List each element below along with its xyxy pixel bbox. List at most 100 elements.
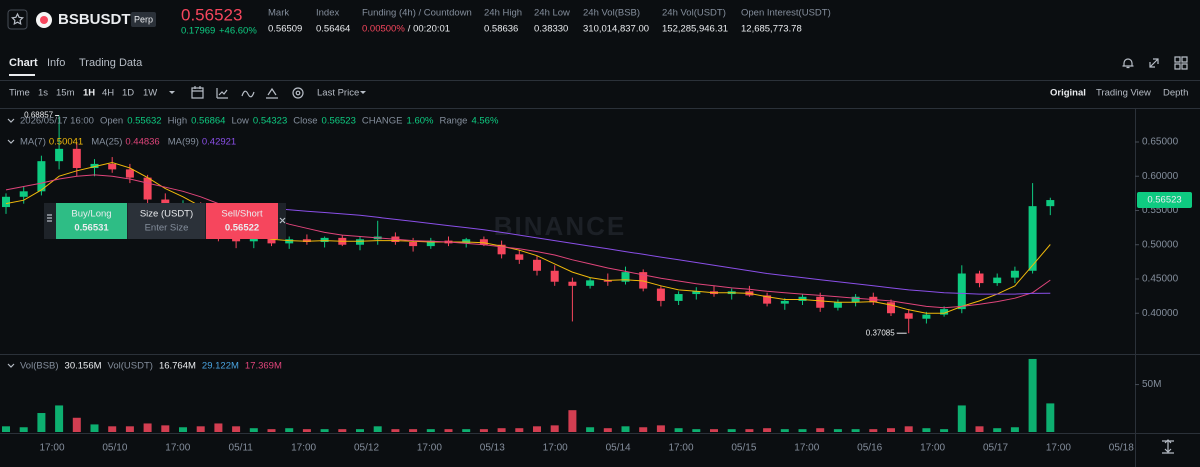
- interval[interactable]: 1s: [38, 88, 48, 99]
- tab-underline: [9, 74, 35, 76]
- legend-item: 0.54323: [253, 116, 287, 127]
- candle-body: [816, 296, 825, 308]
- volume-bar: [2, 426, 10, 432]
- size-label: Size (USDT): [140, 209, 193, 220]
- sell-button[interactable]: [206, 203, 278, 239]
- x-tick-label: 05/17: [983, 443, 1008, 454]
- candle-body: [125, 169, 134, 178]
- candle-body: [108, 163, 117, 170]
- view-option[interactable]: Trading View: [1096, 88, 1151, 99]
- symbol[interactable]: BSBUSDT: [58, 11, 131, 28]
- layout-icon[interactable]: [1174, 56, 1188, 70]
- legend-item: 0.44836: [125, 137, 159, 148]
- calendar-icon[interactable]: [191, 86, 204, 99]
- scale-icon[interactable]: [1162, 439, 1174, 454]
- price-type-dropdown[interactable]: [360, 91, 366, 94]
- candle-body: [409, 241, 418, 247]
- interval[interactable]: 4H: [102, 88, 114, 99]
- candle-body: [763, 295, 772, 304]
- volume-bar: [586, 427, 595, 432]
- size-input[interactable]: [128, 203, 205, 239]
- stat-value: 152,285,946.31: [662, 24, 728, 35]
- x-tick-label: 17:00: [668, 443, 693, 454]
- y-tick-label: 0.60000: [1142, 171, 1179, 182]
- stat-value: 0.58636: [484, 24, 518, 35]
- stat-label: 24h Vol(BSB): [583, 8, 640, 19]
- y-tick-label: 50M: [1142, 379, 1161, 390]
- interval[interactable]: 15m: [56, 88, 75, 99]
- tab[interactable]: Info: [47, 57, 65, 69]
- volume-bar: [72, 417, 81, 432]
- drawing-icon[interactable]: [241, 90, 255, 98]
- price-type[interactable]: Last Price: [317, 88, 359, 99]
- volume-bar: [338, 429, 347, 432]
- view-option[interactable]: Original: [1050, 88, 1086, 99]
- favorite-button[interactable]: [7, 9, 28, 30]
- candle-body: [90, 163, 99, 169]
- interval-dropdown[interactable]: [169, 91, 175, 94]
- settings-icon-core: [295, 90, 301, 96]
- volume-bar: [710, 429, 718, 432]
- legend-item: Vol(BSB): [20, 361, 59, 372]
- x-tick-label: 17:00: [291, 443, 316, 454]
- x-tick-label: 05/13: [480, 443, 505, 454]
- candle-body: [479, 239, 488, 245]
- interval[interactable]: 1H: [83, 88, 95, 99]
- tool-icon[interactable]: [266, 87, 278, 99]
- x-tick-label: 05/10: [102, 443, 127, 454]
- candle-body: [993, 277, 1002, 284]
- legend-item: 0.55632: [127, 116, 161, 127]
- legend-item: 0.56523: [322, 116, 356, 127]
- candle-body: [72, 148, 81, 169]
- toolbar: Time 1s 15m 1H 4H 1D 1W Last Price Original Tradi…: [9, 88, 1188, 99]
- volume-bar: [161, 425, 170, 432]
- volume-bar: [108, 426, 117, 432]
- tab[interactable]: Trading Data: [79, 57, 143, 69]
- buy-button[interactable]: [56, 203, 127, 239]
- candle-body: [19, 191, 28, 197]
- expand-icon[interactable]: [1149, 58, 1159, 68]
- view-option[interactable]: Depth: [1163, 88, 1188, 99]
- plot: 0.65000 0.60000 0.55000 0.50000 0.45000 0.400…: [2, 111, 1192, 454]
- stat-label: Mark: [268, 8, 289, 19]
- alert-icon[interactable]: [1122, 58, 1134, 69]
- candle-body: [1010, 270, 1019, 278]
- price-tag: [1137, 192, 1192, 209]
- volume-bar: [957, 405, 966, 432]
- stat-label: Open Interest(USDT): [741, 8, 831, 19]
- candle-body: [568, 281, 577, 286]
- legend-item: High: [168, 116, 188, 127]
- buy-label: Buy/Long: [71, 209, 111, 220]
- volume-bar: [302, 429, 311, 432]
- stats: Mark 0.56509 Index 0.56464 Funding (4h) / Co…: [268, 8, 831, 35]
- low-label: 0.37085: [866, 328, 895, 337]
- volume-bar: [763, 428, 772, 432]
- volume-bar: [621, 426, 630, 432]
- collapse-icon[interactable]: [7, 118, 15, 368]
- volume-bar: [515, 428, 524, 432]
- interval[interactable]: 1D: [122, 88, 134, 99]
- settings-icon[interactable]: [292, 87, 304, 99]
- volume-bar: [904, 426, 913, 432]
- interval[interactable]: 1W: [143, 88, 157, 99]
- x-tick-label: 17:00: [39, 443, 64, 454]
- legend-item: 1.60%: [407, 116, 434, 127]
- tab[interactable]: Chart: [9, 57, 38, 69]
- candle-body: [621, 272, 630, 282]
- candle-body: [550, 270, 559, 282]
- close-panel[interactable]: [279, 217, 286, 224]
- ma-line: [253, 206, 1051, 295]
- indicator-icon[interactable]: [216, 88, 228, 99]
- candle-body: [656, 288, 665, 301]
- legend-item: 4.56%: [471, 116, 498, 127]
- legend-item: CHANGE: [362, 116, 403, 127]
- drag-handle[interactable]: [47, 214, 52, 222]
- volume-bar: [356, 429, 364, 432]
- legend-item: 2026/05/17 16:00: [20, 116, 94, 127]
- volume-bar: [727, 429, 736, 432]
- volume-bar: [90, 424, 99, 432]
- volume-bar: [833, 429, 842, 432]
- volume-bar: [1010, 427, 1019, 432]
- candle-body: [462, 239, 471, 244]
